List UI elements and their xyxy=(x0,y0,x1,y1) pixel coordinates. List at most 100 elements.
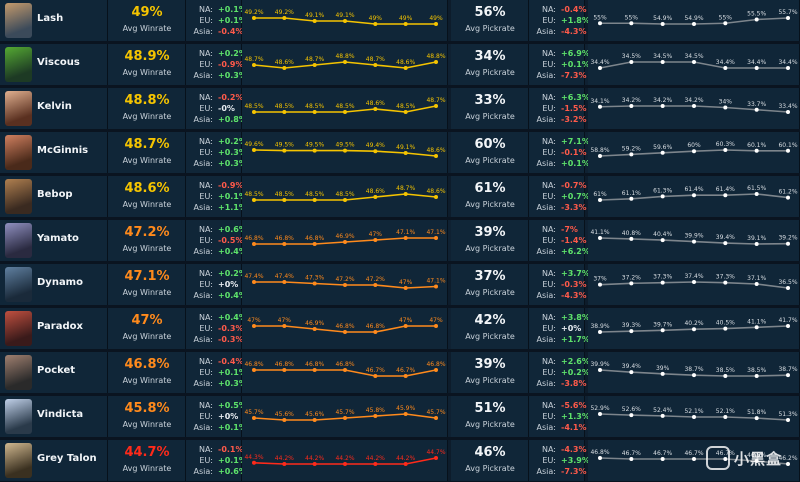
trend-sparkline: 48.5% 48.5% 48.5% 48.5% 48.6% 48.7% 48.6% xyxy=(244,185,446,202)
region-label: NA: xyxy=(198,93,213,102)
hero-cell[interactable]: Dynamo xyxy=(0,264,108,305)
hero-cell[interactable]: Vindicta xyxy=(0,396,108,437)
trend-point-label: 48.5% xyxy=(335,191,354,198)
region-label: Asia: xyxy=(193,247,213,256)
region-value: +3.9% xyxy=(561,456,590,465)
region-value: -0.3% xyxy=(218,324,244,333)
trend-point-label: 34.1% xyxy=(590,98,609,105)
region-value: +3.7% xyxy=(561,269,590,278)
trend-point-label: 40.8% xyxy=(622,230,641,237)
trend-point xyxy=(786,373,790,378)
trend-point-label: 44.2% xyxy=(396,455,415,462)
region-delta-asia: Asia: -0.3% xyxy=(188,334,244,345)
region-delta-eu: EU: +0% xyxy=(188,411,240,422)
trend-point xyxy=(403,286,408,290)
trend-point xyxy=(754,459,759,463)
hero-cell[interactable]: Bebop xyxy=(0,176,108,217)
trend-point xyxy=(660,280,665,285)
trend-point-label: 44.7% xyxy=(426,449,445,456)
trend-point-label: 47.1% xyxy=(426,229,445,236)
trend-point-label: 46.8% xyxy=(275,361,294,368)
region-value: +6.3% xyxy=(561,93,590,102)
avg-winrate-label: Avg Winrate xyxy=(122,244,172,253)
hero-cell[interactable]: McGinnis xyxy=(0,132,108,173)
pickrate-cell: 37% Avg Pickrate xyxy=(451,264,529,305)
hero-cell[interactable]: Viscous xyxy=(0,44,108,85)
hero-cell[interactable]: Grey Talon xyxy=(0,440,108,481)
trend-point-label: 33.4% xyxy=(778,103,797,110)
pickrate-cell: 61% Avg Pickrate xyxy=(451,176,529,217)
region-value: -4.3% xyxy=(561,27,587,36)
region-value: +0.2% xyxy=(218,49,247,58)
region-delta-na: NA: +3.8% xyxy=(531,312,590,323)
trend-point xyxy=(434,104,438,108)
hero-cell[interactable]: Pocket xyxy=(0,352,108,393)
trend-point-label: 48.7% xyxy=(396,185,415,192)
trend-point xyxy=(754,374,759,378)
trend-point-label: 61.4% xyxy=(684,186,703,193)
region-delta-eu: EU: -0% xyxy=(188,103,240,114)
trend-point-label: 48.5% xyxy=(275,191,294,198)
hero-cell[interactable]: Yamato xyxy=(0,220,108,261)
region-value: +0.8% xyxy=(218,115,247,124)
region-label: NA: xyxy=(198,5,213,14)
region-delta-na: NA: +0.2% xyxy=(188,48,247,59)
region-delta-na: NA: +0.2% xyxy=(188,136,247,147)
trend-sparkline: 34.1% 34.2% 34.2% 34.2% 34% 33.7% 33.4% xyxy=(590,97,798,114)
region-delta-na: NA: +2.6% xyxy=(531,356,590,367)
region-label: NA: xyxy=(198,181,213,190)
trend-point xyxy=(343,283,347,287)
watermark: 小黑盒 xyxy=(706,444,796,472)
region-delta-eu: EU: +0.1% xyxy=(531,59,590,70)
hero-cell[interactable]: Lash xyxy=(0,0,108,41)
pickrate-regions-cell: NA: +3.8% EU: +0% Asia: +1.7% xyxy=(529,308,590,349)
hero-portrait-icon xyxy=(5,91,32,126)
region-delta-asia: Asia: +0.3% xyxy=(188,70,247,81)
trend-point-label: 38.7% xyxy=(778,366,797,373)
trend-point xyxy=(723,374,728,378)
avg-winrate-label: Avg Winrate xyxy=(122,68,172,77)
trend-point-label: 40.2% xyxy=(684,320,703,327)
avg-winrate-value: 44.7% xyxy=(124,445,170,460)
hero-cell[interactable]: Kelvin xyxy=(0,88,108,129)
trend-point xyxy=(692,239,696,244)
region-label: Asia: xyxy=(193,379,213,388)
hero-cell[interactable]: Paradox xyxy=(0,308,108,349)
region-label: Asia: xyxy=(536,423,556,432)
avg-winrate-label: Avg Winrate xyxy=(122,332,172,341)
region-label: EU: xyxy=(542,60,556,69)
trend-point xyxy=(598,236,602,240)
trend-point-label: 48.5% xyxy=(244,191,263,198)
region-label: EU: xyxy=(542,368,556,377)
region-label: Asia: xyxy=(536,27,556,36)
trend-point xyxy=(629,104,634,108)
region-label: Asia: xyxy=(193,335,213,344)
winrate-trend-cell: 49.6% 49.5% 49.5% 49.5% 49.4% 49.1% 48.6% xyxy=(242,132,448,173)
trend-point-label: 47% xyxy=(369,231,383,238)
trend-point xyxy=(598,154,602,158)
trend-point xyxy=(403,324,408,328)
trend-point xyxy=(282,148,287,153)
trend-point-label: 40.4% xyxy=(653,231,672,238)
trend-point xyxy=(373,374,378,378)
trend-point-label: 55% xyxy=(625,14,639,21)
trend-point-label: 46.8% xyxy=(244,361,263,368)
trend-point xyxy=(629,457,634,461)
trend-point xyxy=(252,324,256,328)
region-delta-asia: Asia: +1.7% xyxy=(531,334,590,345)
trend-point-label: 46.8% xyxy=(275,235,294,242)
hero-row: Kelvin 48.8% Avg Winrate NA: -0.2% EU: -0% Asia… xyxy=(0,88,800,129)
hero-portrait-icon xyxy=(5,47,32,82)
trend-point xyxy=(252,368,256,372)
pickrate-regions-cell: NA: -0.7% EU: +0.7% Asia: -3.3% xyxy=(529,176,590,217)
region-value: +0.1% xyxy=(218,368,247,377)
trend-point xyxy=(403,192,408,196)
trend-point-label: 55% xyxy=(719,14,733,21)
trend-sparkline: 61% 61.1% 61.3% 61.4% 61.4% 61.5% 61.2% xyxy=(593,185,798,202)
trend-point xyxy=(692,415,696,419)
trend-point xyxy=(754,17,759,22)
trend-point xyxy=(312,368,317,372)
region-value: +0.1% xyxy=(218,192,247,201)
region-label: Asia: xyxy=(536,291,556,300)
trend-point xyxy=(403,412,408,416)
